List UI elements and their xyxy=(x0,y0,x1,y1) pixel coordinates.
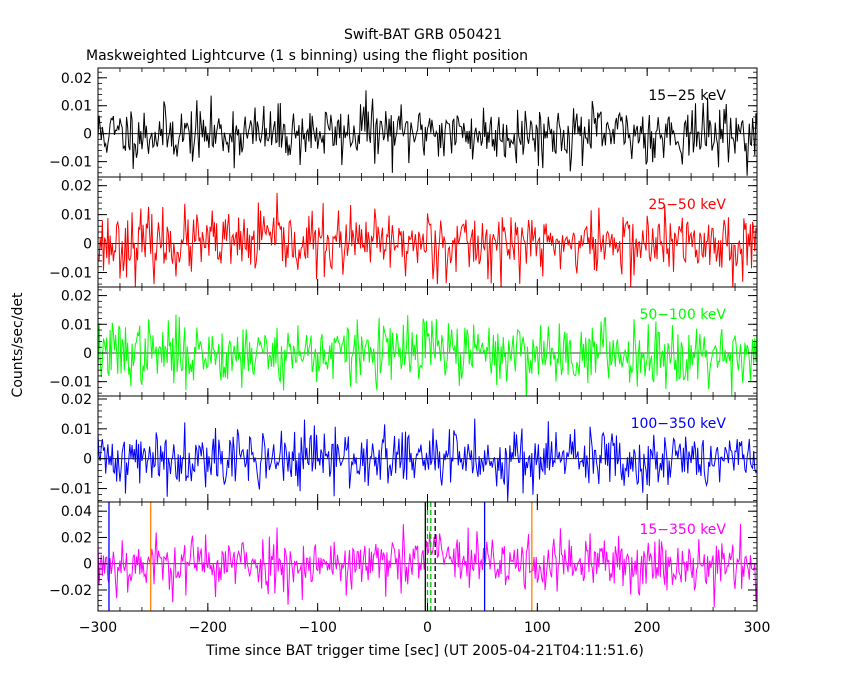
y-tick-label: 0.01 xyxy=(61,317,92,333)
x-tick-label: −100 xyxy=(298,620,336,636)
band-label-3: 50−100 keV xyxy=(639,307,726,323)
x-tick-label: 100 xyxy=(524,620,551,636)
chart-subtitle: Maskweighted Lightcurve (1 s binning) us… xyxy=(86,48,528,64)
y-tick-label: −0.01 xyxy=(49,375,92,391)
y-tick-label: 0.02 xyxy=(61,392,92,408)
x-tick-label: 200 xyxy=(634,620,661,636)
x-axis-label: Time since BAT trigger time [sec] (UT 20… xyxy=(205,643,644,659)
band-label-1: 15−25 keV xyxy=(648,88,726,104)
y-tick-label: 0.01 xyxy=(61,99,92,115)
y-tick-label: 0 xyxy=(83,237,92,253)
y-tick-label: 0.02 xyxy=(61,289,92,305)
panel-2: −0.01 0 0.01 0.02 25−50 keV xyxy=(49,176,758,288)
y-tick-label: −0.01 xyxy=(49,155,92,171)
y-tick-label: 0 xyxy=(83,557,92,573)
y-tick-label: 0.02 xyxy=(61,530,92,546)
y-tick-label: 0.02 xyxy=(61,71,92,87)
x-tick-label: 0 xyxy=(423,620,432,636)
x-tick-label: −200 xyxy=(189,620,227,636)
y-tick-label: 0 xyxy=(83,127,92,143)
y-tick-label: 0.01 xyxy=(61,422,92,438)
y-tick-label: 0.02 xyxy=(61,179,92,195)
y-tick-label: −0.01 xyxy=(49,266,92,282)
lightcurve-1 xyxy=(98,90,757,176)
lightcurve-4 xyxy=(98,418,757,502)
lightcurve-2 xyxy=(98,192,757,287)
y-tick-label: −0.01 xyxy=(49,482,92,498)
y-tick-label: 0.04 xyxy=(61,504,92,520)
panel-4: −0.01 0 0.01 0.02 100−350 keV xyxy=(49,392,758,503)
y-tick-label: −0.02 xyxy=(49,583,92,599)
panel-5: −0.02 0 0.02 0.04 15−350 keV xyxy=(49,501,758,612)
band-label-2: 25−50 keV xyxy=(648,197,726,213)
x-axis: −300 −200 −100 0 100 200 300 xyxy=(79,620,771,636)
y-axis-label: Counts/sec/det xyxy=(10,292,26,397)
panel-3: −0.01 0 0.01 0.02 50−100 keV xyxy=(49,286,758,397)
y-tick-label: 0.01 xyxy=(61,208,92,224)
x-tick-label: −300 xyxy=(79,620,117,636)
panels-group: −0.01 0 0.01 0.02 15−25 keV −0.01 0 0.01 0.02 25−… xyxy=(49,67,758,612)
lightcurve-3 xyxy=(98,314,757,396)
x-tick-label: 300 xyxy=(744,620,771,636)
panel-1: −0.01 0 0.01 0.02 15−25 keV xyxy=(49,67,758,178)
chart-title: Swift-BAT GRB 050421 xyxy=(344,27,502,43)
band-label-5: 15−350 keV xyxy=(639,522,726,538)
y-tick-label: 0 xyxy=(83,452,92,468)
y-tick-label: 0 xyxy=(83,346,92,362)
band-label-4: 100−350 keV xyxy=(631,416,727,432)
